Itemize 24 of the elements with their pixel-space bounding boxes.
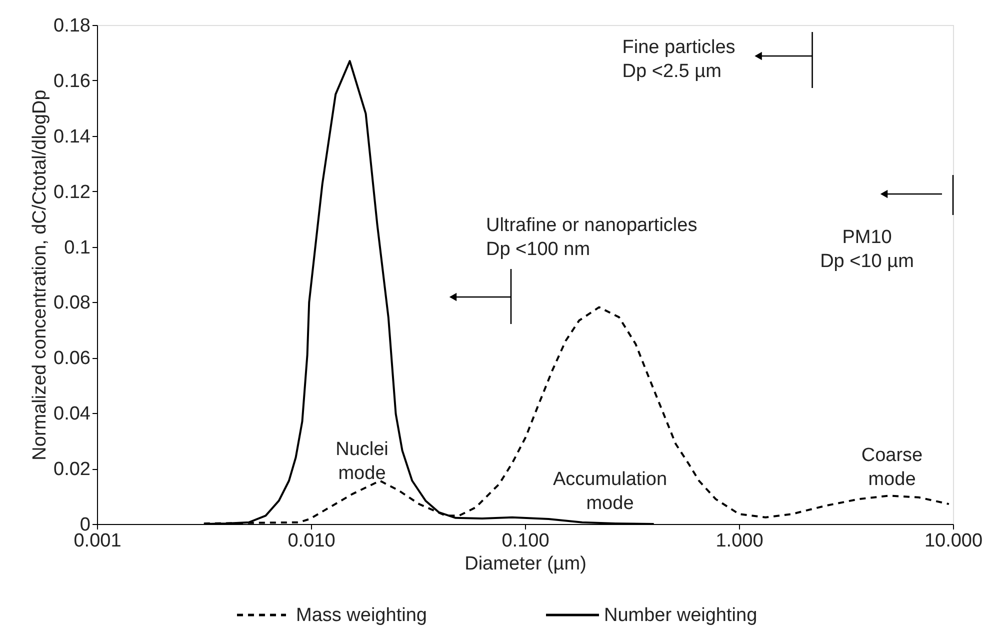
ref-line-label: Fine particles Dp <2.5 µm [622, 37, 736, 82]
ref-line-label: PM10 Dp <10 µm [820, 227, 914, 272]
y-tick-label: 0.18 [54, 16, 90, 36]
y-tick-label: 0.02 [54, 459, 90, 480]
y-tick-label: 0.1 [64, 237, 90, 258]
legend-label: Mass weighting [296, 605, 427, 626]
annotation: Accumulation mode [552, 469, 668, 514]
x-tick-label: 1.000 [716, 530, 764, 552]
y-tick-label: 0.16 [54, 70, 90, 92]
x-tick-label: 10.000 [924, 530, 983, 552]
x-tick-label: 0.010 [288, 530, 336, 552]
x-tick-label: 0.001 [74, 530, 122, 552]
x-axis-title: Diameter (µm) [464, 554, 586, 574]
y-tick-label: 0.06 [54, 348, 90, 370]
y-axis-title: Normalized concentration, dC/Ctotal/dlogDp [30, 90, 51, 460]
legend-label: Number weighting [604, 605, 758, 626]
ref-line-label: Ultrafine or nanoparticles Dp <100 nm [486, 215, 698, 260]
y-tick-label: 0.12 [54, 182, 90, 203]
y-tick-label: 0.08 [54, 292, 90, 314]
annotation: Nuclei mode [336, 439, 388, 484]
y-tick-label: 0.04 [54, 404, 91, 425]
x-tick-label: 0.100 [502, 530, 550, 552]
y-tick-label: 0.14 [54, 126, 91, 148]
annotation: Coarse mode [861, 445, 923, 490]
